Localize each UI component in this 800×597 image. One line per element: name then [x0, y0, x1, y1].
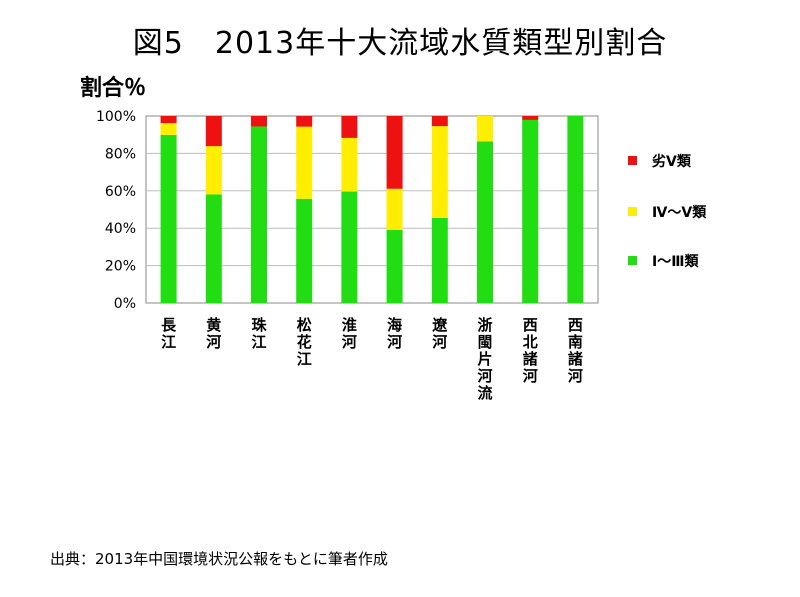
x-category-label-char: 浙 [477, 316, 492, 334]
x-category-label-char: 北 [523, 333, 538, 351]
legend-swatch [628, 207, 637, 216]
x-category-label-char: 遼 [432, 316, 448, 334]
x-category-label-char: 河 [387, 333, 402, 351]
legend-label: Ⅳ～Ⅴ類 [652, 205, 707, 221]
bar-segment [477, 116, 493, 142]
bar-segment [205, 116, 222, 147]
x-category-label-char: 河 [206, 333, 221, 351]
bar-segment [251, 126, 267, 303]
bar-segment [431, 116, 448, 127]
y-tick-label: 100% [96, 109, 136, 125]
x-category-label-char: 諸 [568, 350, 583, 368]
x-category-label-char: 江 [161, 333, 176, 351]
bar-segment [160, 134, 177, 303]
bar-segment [522, 116, 539, 120]
legend-swatch [628, 156, 637, 165]
x-category-label-char: 河 [523, 367, 538, 385]
bar-segment [205, 146, 222, 195]
bar-segment [477, 141, 493, 303]
x-category-label-char: 西 [523, 316, 538, 334]
bar-segment [341, 191, 358, 303]
x-category-label-char: 片 [477, 350, 492, 368]
bar-segment [205, 194, 222, 303]
plot-area [145, 115, 599, 304]
bar-segment [386, 116, 403, 189]
chart-title: 図5 2013年十大流域水質類型別割合 [132, 26, 668, 61]
bar-segment [296, 198, 313, 303]
bar-segment [522, 119, 539, 303]
bar-segment [567, 116, 584, 303]
x-category-label-char: 江 [251, 333, 266, 351]
bar-segment [160, 116, 177, 124]
y-tick-label: 80% [105, 146, 136, 162]
x-category-label-char: 淮 [342, 316, 357, 334]
bar-segment [386, 229, 403, 303]
x-category-label-char: 諸 [523, 350, 538, 368]
y-tick-label: 40% [105, 221, 136, 237]
x-category-label-char: 海 [387, 316, 402, 334]
x-category-label-char: 江 [297, 350, 312, 368]
y-tick-label: 60% [105, 184, 136, 200]
x-category-label-char: 河 [432, 333, 447, 351]
bar-segment [251, 116, 267, 127]
x-category-label-char: 長 [161, 316, 177, 334]
x-category-label-char: 河 [342, 333, 357, 351]
stacked-bar-chart: 0%20%40%60%80%100%長江黄河珠江松花江淮河海河遼河浙閩片河流西北… [96, 109, 707, 402]
bar-segment [296, 116, 313, 127]
bar-segment [341, 116, 358, 138]
legend-swatch [628, 256, 637, 265]
y-axis-label: 割合％ [80, 76, 147, 101]
bar-segment [296, 126, 313, 199]
x-category-label-char: 珠 [251, 316, 267, 334]
x-category-label-char: 流 [477, 384, 492, 402]
legend-label: Ⅰ～Ⅲ類 [652, 254, 699, 270]
x-category-label-char: 松 [297, 316, 312, 334]
bar-segment [386, 188, 403, 230]
x-category-label-char: 黄 [206, 316, 221, 334]
x-category-label-char: 河 [568, 367, 583, 385]
bar-segment [341, 137, 358, 192]
x-category-label-char: 河 [477, 367, 492, 385]
bar-segment [431, 126, 448, 218]
bar-segment [431, 217, 448, 303]
x-category-label-char: 閩 [477, 333, 492, 351]
x-category-label-char: 西 [568, 316, 583, 334]
source-note: 出典：2013年中国環境状況公報をもとに筆者作成 [50, 550, 388, 568]
bar-segment [160, 123, 177, 135]
x-category-label-char: 花 [297, 333, 312, 351]
y-tick-label: 0% [114, 296, 136, 312]
legend-label: 劣Ⅴ類 [652, 153, 692, 170]
x-category-label-char: 南 [568, 333, 583, 351]
y-tick-label: 20% [105, 259, 136, 275]
